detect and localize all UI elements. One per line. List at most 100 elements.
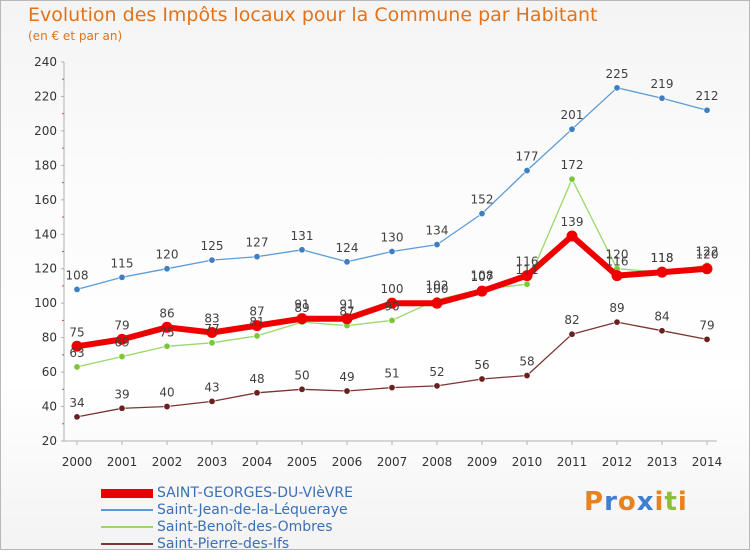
series-3-point-2003	[208, 397, 216, 405]
series-1-point-2013	[658, 94, 666, 102]
logo-letter-5: t	[664, 487, 678, 517]
series-0-point-2002	[161, 321, 173, 333]
legend-swatch-1	[101, 509, 153, 511]
series-2-point-2007	[388, 316, 396, 324]
series-0-point-2000	[71, 340, 83, 352]
series-0-label-2008: 100	[426, 282, 449, 296]
series-1-point-2004	[253, 253, 261, 261]
y-tick-label-120: 120	[34, 262, 57, 276]
series-0-label-2005: 91	[294, 298, 309, 312]
series-2-point-2011	[568, 175, 576, 183]
y-tick-label-80: 80	[42, 331, 57, 345]
series-1-label-2011: 201	[561, 108, 584, 122]
series-2-label-2002: 75	[159, 325, 174, 339]
legend-swatch-2	[101, 526, 153, 528]
y-tick-label-240: 240	[34, 55, 57, 69]
series-1-label-2001: 115	[111, 256, 134, 270]
series-1-point-2005	[298, 246, 306, 254]
series-3-label-2002: 40	[159, 386, 174, 400]
series-1-label-2007: 130	[381, 231, 404, 245]
y-tick-label-60: 60	[42, 365, 57, 379]
series-0-label-2011: 139	[561, 215, 584, 229]
legend-label-1: Saint-Jean-de-la-Léqueraye	[157, 502, 348, 518]
series-2-label-2012: 120	[606, 248, 629, 262]
x-tick-label-2005: 2005	[287, 455, 318, 469]
series-3-label-2012: 89	[609, 301, 624, 315]
series-2-label-2011: 172	[561, 158, 584, 172]
y-tick-label-40: 40	[42, 400, 57, 414]
logo-letter-3: x	[636, 487, 655, 517]
series-3-point-2005	[298, 385, 306, 393]
series-1-label-2008: 134	[426, 224, 449, 238]
series-2-label-2010: 111	[516, 263, 539, 277]
series-2-label-2007: 90	[384, 299, 399, 313]
series-0-point-2001	[116, 333, 128, 345]
series-2-label-2013: 118	[651, 251, 674, 265]
series-1-point-2009	[478, 210, 486, 218]
series-2-point-2001	[118, 353, 126, 361]
series-0-point-2011	[566, 230, 578, 242]
series-0-point-2004	[251, 320, 263, 332]
legend-label-2: Saint-Benoît-des-Ombres	[157, 519, 333, 535]
series-0-point-2006	[341, 313, 353, 325]
series-3-label-2003: 43	[204, 380, 219, 394]
series-0-label-2013: 118	[651, 251, 674, 265]
series-0-point-2010	[521, 270, 533, 282]
x-tick-label-2009: 2009	[467, 455, 498, 469]
series-3-point-2006	[343, 387, 351, 395]
series-2-label-2009: 108	[471, 268, 494, 282]
series-0-label-2006: 91	[339, 298, 354, 312]
series-0-point-2003	[206, 326, 218, 338]
x-tick-label-2004: 2004	[242, 455, 273, 469]
series-3-label-2010: 58	[519, 355, 534, 369]
series-1-point-2011	[568, 125, 576, 133]
series-3-point-2010	[523, 372, 531, 380]
series-3-label-2014: 79	[699, 318, 714, 332]
y-tick-label-200: 200	[34, 124, 57, 138]
series-2-point-2004	[253, 332, 261, 340]
x-tick-label-2007: 2007	[377, 455, 408, 469]
x-tick-label-2006: 2006	[332, 455, 363, 469]
series-1-point-2012	[613, 84, 621, 92]
x-tick-label-2013: 2013	[647, 455, 678, 469]
series-3-label-2001: 39	[114, 387, 129, 401]
logo-letter-6: i	[677, 487, 688, 517]
series-2-point-2003	[208, 339, 216, 347]
series-2-label-2001: 69	[114, 336, 129, 350]
y-tick-label-160: 160	[34, 193, 57, 207]
series-1-point-2002	[163, 265, 171, 273]
legend-label-3: Saint-Pierre-des-Ifs	[157, 536, 290, 552]
x-tick-label-2001: 2001	[107, 455, 138, 469]
series-0-label-2009: 107	[471, 270, 494, 284]
series-1-label-2005: 131	[291, 229, 314, 243]
series-2-point-2000	[73, 363, 81, 371]
logo-letter-2: o	[617, 487, 637, 517]
series-1-label-2002: 120	[156, 248, 179, 262]
series-0-label-2004: 87	[249, 305, 264, 319]
x-tick-label-2008: 2008	[422, 455, 453, 469]
x-tick-label-2011: 2011	[557, 455, 588, 469]
series-1-point-2014	[703, 106, 711, 114]
series-1-point-2006	[343, 258, 351, 266]
series-3-point-2012	[613, 318, 621, 326]
series-0-label-2007: 100	[381, 282, 404, 296]
series-3-label-2007: 51	[384, 367, 399, 381]
series-0-point-2007	[386, 297, 398, 309]
x-tick-label-2014: 2014	[692, 455, 723, 469]
legend-label-0: SAINT-GEORGES-DU-VIèVRE	[157, 485, 353, 501]
legend-swatch-0	[101, 488, 153, 498]
series-1-label-2012: 225	[606, 67, 629, 81]
x-tick-label-2000: 2000	[62, 455, 93, 469]
series-2-label-2005: 89	[294, 301, 309, 315]
logo-letter-1: r	[604, 487, 618, 517]
series-2-label-2003: 77	[204, 322, 219, 336]
series-0-point-2005	[296, 313, 308, 325]
series-2-label-2004: 81	[249, 315, 264, 329]
x-tick-label-2010: 2010	[512, 455, 543, 469]
series-1-label-2004: 127	[246, 236, 269, 250]
series-0-point-2012	[611, 270, 623, 282]
series-0-label-2010: 116	[516, 255, 539, 269]
logo-letter-4: i	[654, 487, 665, 517]
series-0-label-2014: 120	[696, 248, 719, 262]
